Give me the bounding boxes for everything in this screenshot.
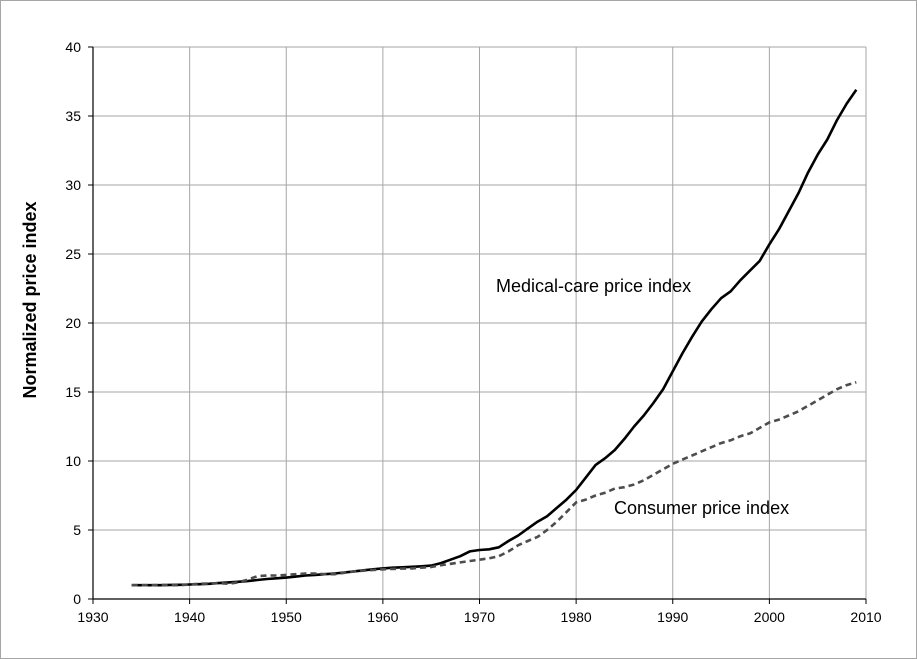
y-tick-label-40: 40: [65, 39, 81, 55]
x-tick-label-2010: 2010: [850, 609, 881, 625]
y-tick-label-20: 20: [65, 315, 81, 331]
y-tick-label-5: 5: [73, 522, 81, 538]
y-tick-label-10: 10: [65, 453, 81, 469]
x-tick-labels: 1930 1940 1950 1960 1970 1980 1990 2000 2010: [77, 609, 881, 625]
x-tick-label-2000: 2000: [754, 609, 785, 625]
y-tick-labels: 0 5 10 15 20 25 30 35 40: [65, 39, 81, 607]
x-tick-label-1950: 1950: [271, 609, 302, 625]
x-tick-label-1930: 1930: [77, 609, 108, 625]
x-tick-label-1960: 1960: [367, 609, 398, 625]
x-tick-label-1980: 1980: [561, 609, 592, 625]
series-lines: [131, 89, 858, 587]
x-tick-label-1970: 1970: [464, 609, 495, 625]
x-tick-label-1990: 1990: [657, 609, 688, 625]
y-tick-label-0: 0: [73, 591, 81, 607]
axes: [88, 46, 867, 604]
y-axis-label: Normalized price index: [20, 201, 40, 398]
series-line-medical-care-price-index: [131, 89, 858, 587]
x-tick-label-1940: 1940: [174, 609, 205, 625]
y-tick-label-35: 35: [65, 108, 81, 124]
y-tick-label-30: 30: [65, 177, 81, 193]
y-tick-label-25: 25: [65, 246, 81, 262]
medical-care-annotation: Medical-care price index: [496, 276, 691, 296]
consumer-price-annotation: Consumer price index: [614, 498, 789, 518]
series-line-consumer-price-index: [131, 381, 857, 587]
y-tick-label-15: 15: [65, 384, 81, 400]
